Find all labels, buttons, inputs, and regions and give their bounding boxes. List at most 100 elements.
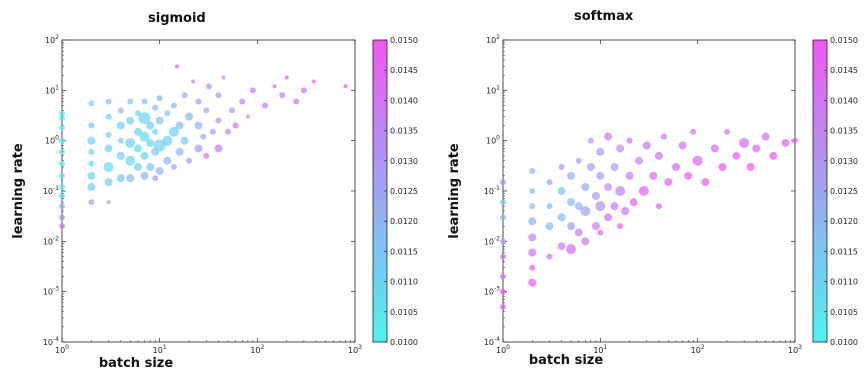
scatter-point [528, 248, 537, 257]
scatter-point [153, 139, 166, 152]
scatter-point [214, 144, 223, 153]
scatter-point [567, 171, 576, 180]
scatter-point [141, 98, 148, 105]
scatter-point [596, 147, 605, 156]
scatter-point [215, 92, 222, 99]
scatter-point [138, 112, 151, 125]
scatter-point [761, 132, 770, 141]
scatter-point [586, 162, 595, 171]
scatter-point [638, 186, 649, 196]
x-tick-label: 103 [788, 344, 802, 355]
scatter-point [635, 156, 644, 165]
x-tick-label: 103 [348, 344, 362, 355]
scatter-point [181, 92, 188, 99]
scatter-point [500, 273, 506, 280]
scatter-point [654, 151, 663, 160]
scatter-point [175, 147, 184, 156]
scatter-point [604, 213, 613, 222]
scatter-point [343, 84, 348, 89]
scatter-point [170, 102, 177, 109]
scatter-point [604, 132, 613, 141]
scatter-point [170, 163, 177, 170]
colorbar-tick-label: 0.0105 [830, 308, 858, 317]
scatter-point [126, 116, 135, 125]
scatter-point [546, 203, 553, 210]
scatter-point [581, 183, 590, 192]
scatter-point [134, 110, 141, 117]
scatter-point [580, 206, 591, 217]
scatter-point [59, 223, 65, 230]
chart-title: softmax [574, 9, 634, 24]
scatter-point [746, 162, 755, 171]
scatter-point [557, 242, 566, 251]
colorbar-tick-label: 0.0125 [390, 187, 418, 196]
colorbar-tick-label: 0.0115 [390, 247, 418, 256]
scatter-point [567, 222, 576, 231]
scatter-point [152, 104, 159, 111]
scatter-point [710, 144, 719, 153]
scatter-point [718, 162, 727, 171]
scatter-point [88, 148, 95, 155]
y-tick-label: 102 [486, 34, 500, 45]
scatter-point [655, 203, 662, 210]
scatter-point [88, 100, 95, 107]
scatter-point [528, 233, 537, 242]
scatter-point [616, 144, 625, 153]
colorbar-tick-label: 0.0135 [830, 127, 858, 136]
scatter-point [146, 138, 155, 147]
chart-panel-softmax: softmax 100 101 102 103 10-4 10-3 10-2 10-1 100 10… [447, 9, 858, 368]
scatter-point [59, 184, 65, 191]
colorbar-tick-label: 0.0135 [390, 127, 418, 136]
scatter-point [500, 238, 506, 245]
scatter-point [500, 253, 506, 260]
x-tick-label: 100 [496, 344, 510, 355]
scatter-point [581, 237, 590, 246]
scatter-point [195, 98, 202, 105]
scatter-point [87, 136, 96, 145]
scatter-point [174, 64, 179, 69]
scatter-point [692, 155, 703, 166]
scatter-point [279, 92, 286, 99]
y-tick-label: 10-1 [43, 185, 59, 196]
scatter-point [591, 222, 600, 231]
y-tick-label: 10-2 [484, 235, 500, 246]
scatter-point [529, 203, 536, 210]
scatter-point [678, 141, 687, 150]
scatter-point [152, 128, 159, 135]
x-tick-label: 101 [153, 344, 167, 355]
scatter-point [500, 288, 506, 295]
scatter-point [140, 151, 149, 160]
scatter-point [769, 151, 778, 160]
scatter-point [215, 117, 222, 124]
scatter-point [792, 137, 798, 144]
scatter-point [300, 87, 307, 94]
scatter-point [200, 133, 207, 140]
scatter-point [557, 187, 566, 195]
colorbar-tick-label: 0.0140 [830, 96, 858, 105]
colorbar-tick-label: 0.0145 [390, 66, 418, 75]
scatter-point [116, 174, 125, 183]
scatter-point [528, 217, 537, 226]
scatter-point [529, 264, 536, 271]
chart-panel-sigmoid: sigmoid 100 101 102 103 10-4 10-3 10-2 10-1 100 10… [11, 11, 418, 371]
scatter-point [262, 102, 269, 109]
plot-area [502, 39, 796, 343]
colorbar-tick-label: 0.0110 [830, 278, 858, 287]
scatter-point [664, 178, 673, 187]
x-axis-label: batch size [529, 353, 604, 368]
scatter-point [558, 163, 565, 170]
x-tick-label: 102 [691, 344, 705, 355]
scatter-point [163, 156, 172, 165]
colorbar-tick-label: 0.0105 [390, 308, 418, 317]
scatter-point [126, 174, 135, 183]
y-tick-label: 101 [45, 84, 59, 95]
chart-title: sigmoid [148, 11, 206, 26]
scatter-point [133, 127, 142, 136]
scatter-point [59, 160, 65, 167]
scatter-point [617, 223, 624, 230]
scatter-point [595, 201, 606, 212]
scatter-point [566, 244, 577, 255]
scatter-point [500, 214, 506, 221]
scatter-point [591, 191, 600, 200]
scatter-point [272, 84, 277, 89]
